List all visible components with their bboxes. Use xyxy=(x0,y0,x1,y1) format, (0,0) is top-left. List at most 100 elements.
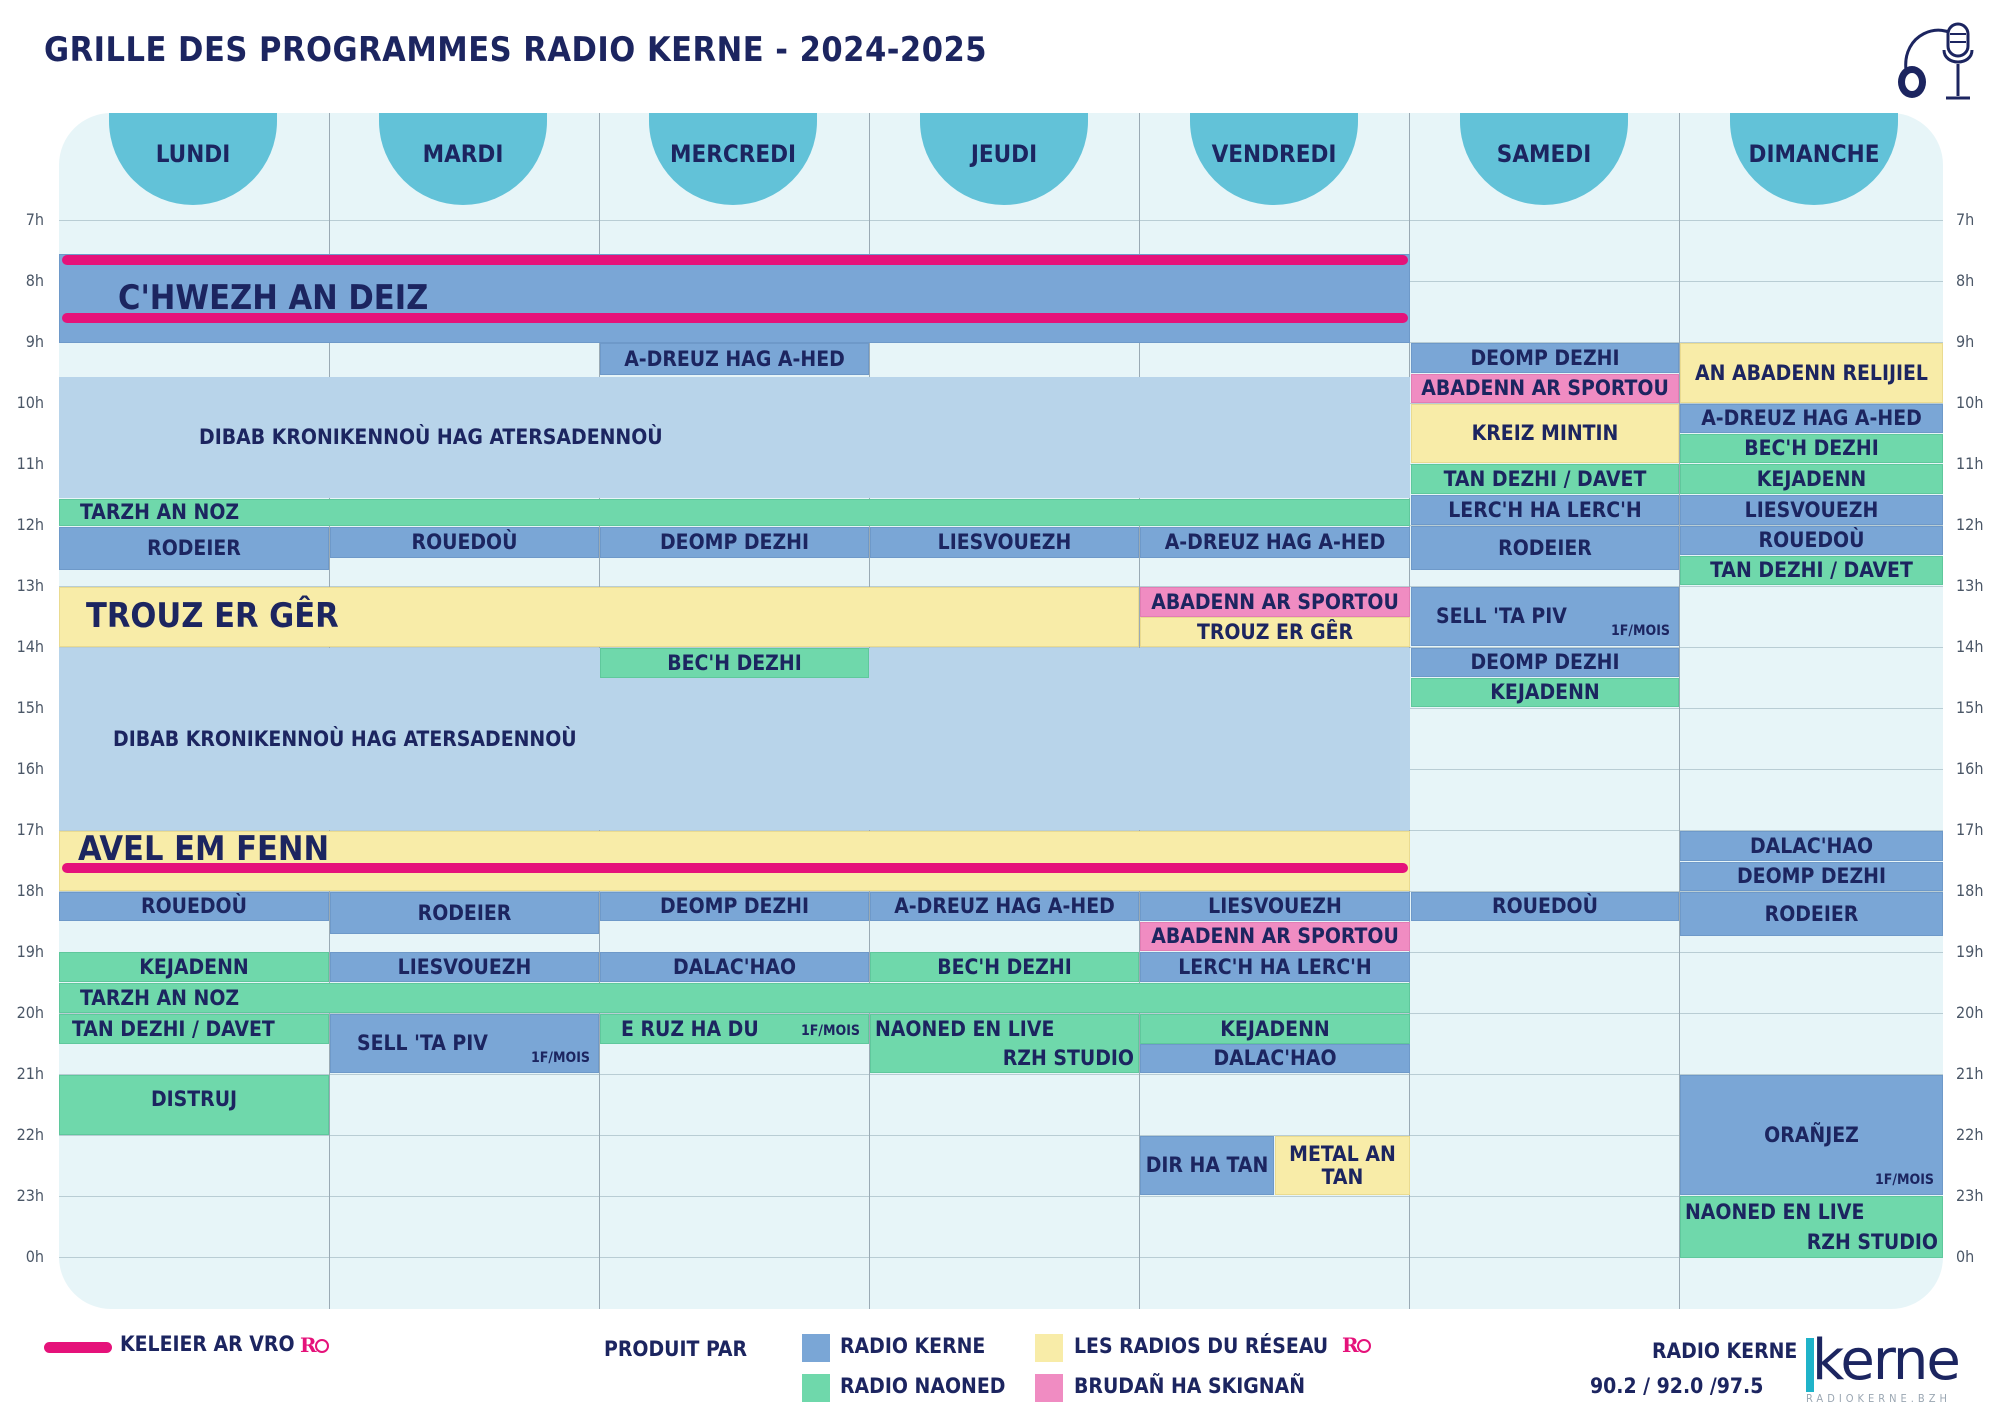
legend-swatch-radio-kerne xyxy=(802,1334,830,1362)
program-title: NAONED EN LIVE xyxy=(1685,1199,1865,1224)
legend-swatch-reseau xyxy=(1035,1334,1063,1362)
hour-line xyxy=(59,586,1943,587)
hour-label: 12h xyxy=(1956,515,1984,534)
hour-label: 11h xyxy=(16,454,44,473)
footer-station: RADIO KERNE xyxy=(1652,1339,1798,1363)
program-block: DEOMP DEZHI xyxy=(1411,343,1679,373)
program-block: TROUZ ER GÊR xyxy=(1140,617,1410,647)
program-block: LIESVOUEZH xyxy=(870,527,1139,558)
program-block: NAONED EN LIVE RZH STUDIO xyxy=(1680,1196,1943,1258)
program-block: NAONED EN LIVE RZH STUDIO xyxy=(870,1014,1139,1073)
program-block: A-DREUZ HAG A-HED xyxy=(1680,404,1943,433)
hour-label: 9h xyxy=(25,332,44,351)
hour-label: 8h xyxy=(25,271,44,290)
day-divider xyxy=(1679,113,1680,1309)
program-block: ROUEDOÙ xyxy=(1680,526,1943,555)
hour-line xyxy=(59,220,1943,221)
program-block: SELL 'TA PIV 1F/MOIS xyxy=(1411,587,1679,646)
program-block: DALAC'HAO xyxy=(1680,831,1943,861)
footer-frequencies: 90.2 / 92.0 /97.5 xyxy=(1590,1374,1764,1398)
program-title: ORAÑJEZ xyxy=(1764,1122,1859,1147)
program-block: RODEIER xyxy=(1680,892,1943,936)
hour-line xyxy=(59,830,1943,831)
hour-label: 8h xyxy=(1956,271,1975,290)
program-block: ABADENN AR SPORTOU xyxy=(1140,922,1410,951)
program-block: TAN DEZHI / DAVET xyxy=(1411,464,1679,494)
keleier-bar xyxy=(62,863,1408,873)
program-subtitle: RZH STUDIO xyxy=(1002,1045,1134,1070)
legend-produit-par: PRODUIT PAR xyxy=(604,1337,748,1361)
hour-label: 22h xyxy=(16,1125,44,1144)
hour-label: 16h xyxy=(1956,759,1984,778)
svg-text:R: R xyxy=(300,1333,317,1357)
program-block: DEOMP DEZHI xyxy=(1411,648,1679,677)
program-block: DIBAB KRONIKENNOÙ HAG ATERSADENNOÙ xyxy=(59,648,1410,830)
hour-label: 17h xyxy=(1956,820,1984,839)
program-block: RODEIER xyxy=(330,892,599,934)
legend-keleier: KELEIER AR VRO xyxy=(120,1332,295,1356)
hour-label: 20h xyxy=(1956,1003,1984,1022)
legend-radio-naoned: RADIO NAONED xyxy=(840,1374,1006,1398)
program-block: TAN DEZHI / DAVET xyxy=(1680,556,1943,585)
frequency-note: 1F/MOIS xyxy=(1875,1172,1934,1189)
program-block: KEJADENN xyxy=(1680,464,1943,494)
page-title: GRILLE DES PROGRAMMES RADIO KERNE - 2024… xyxy=(44,30,988,70)
legend-swatch-brudan xyxy=(1035,1374,1063,1402)
program-block: LERC'H HA LERC'H xyxy=(1411,495,1679,525)
program-title: SELL 'TA PIV xyxy=(357,1031,488,1056)
program-block: RODEIER xyxy=(1411,526,1679,570)
program-block: AN ABADENN RELIJIEL xyxy=(1680,343,1943,403)
program-block: ROUEDOÙ xyxy=(59,892,329,921)
hour-label: 13h xyxy=(1956,576,1984,595)
hour-label: 13h xyxy=(16,576,44,595)
program-block: KEJADENN xyxy=(1411,678,1679,707)
program-block: LIESVOUEZH xyxy=(1140,892,1410,921)
program-block: ROUEDOÙ xyxy=(1411,892,1679,921)
program-block: LIESVOUEZH xyxy=(1680,495,1943,525)
program-block: A-DREUZ HAG A-HED xyxy=(1140,527,1410,558)
hour-line xyxy=(59,1257,1943,1258)
program-title: SELL 'TA PIV xyxy=(1436,604,1567,629)
program-block: DEOMP DEZHI xyxy=(600,892,869,921)
hour-label: 19h xyxy=(16,942,44,961)
hour-label: 15h xyxy=(1956,698,1984,717)
frequency-note: 1F/MOIS xyxy=(801,1023,860,1040)
hour-label: 16h xyxy=(16,759,44,778)
hour-label: 11h xyxy=(1956,454,1984,473)
hour-label: 12h xyxy=(16,515,44,534)
hour-label: 10h xyxy=(1956,393,1984,412)
program-block: DISTRUJ xyxy=(59,1075,329,1135)
program-block: TARZH AN NOZ xyxy=(59,983,1410,1013)
program-block: E RUZ HA DU 1F/MOIS xyxy=(600,1014,869,1044)
hour-label: 7h xyxy=(25,210,44,229)
program-block: LERC'H HA LERC'H xyxy=(1140,952,1410,982)
program-block: DIBAB KRONIKENNOÙ HAG ATERSADENNOÙ xyxy=(59,377,1410,498)
program-block: KEJADENN xyxy=(59,952,329,982)
program-block: C'HWEZH AN DEIZ xyxy=(59,254,1410,343)
program-block: DALAC'HAO xyxy=(1140,1044,1410,1073)
hour-line xyxy=(59,647,1943,648)
hour-label: 7h xyxy=(1956,210,1975,229)
program-block: A-DREUZ HAG A-HED xyxy=(870,892,1139,921)
keleier-legend-swatch xyxy=(44,1342,112,1353)
kerne-logo: kerne RADIOKERNE.BZH xyxy=(1806,1328,1986,1408)
program-title: NAONED EN LIVE xyxy=(875,1017,1055,1042)
frequency-note: 1F/MOIS xyxy=(1611,623,1670,640)
hour-line xyxy=(59,891,1943,892)
hour-label: 23h xyxy=(16,1186,44,1205)
hour-label: 0h xyxy=(25,1247,44,1266)
day-tab-mercredi: MERCREDI xyxy=(649,113,817,205)
hour-label: 17h xyxy=(16,820,44,839)
hour-label: 21h xyxy=(1956,1064,1984,1083)
hour-label: 15h xyxy=(16,698,44,717)
program-block: RODEIER xyxy=(59,527,329,570)
keleier-bar xyxy=(62,313,1408,323)
program-block: KREIZ MINTIN xyxy=(1411,404,1679,463)
program-block: DEOMP DEZHI xyxy=(1680,862,1943,891)
program-block: SELL 'TA PIV 1F/MOIS xyxy=(330,1014,599,1073)
logo-wordmark: kerne xyxy=(1812,1328,1961,1393)
legend-reseau: LES RADIOS DU RÉSEAU xyxy=(1074,1334,1329,1358)
reseau-logo-icon: R xyxy=(1342,1333,1371,1357)
logo-site: RADIOKERNE.BZH xyxy=(1806,1392,1951,1405)
frequency-note: 1F/MOIS xyxy=(531,1050,590,1067)
